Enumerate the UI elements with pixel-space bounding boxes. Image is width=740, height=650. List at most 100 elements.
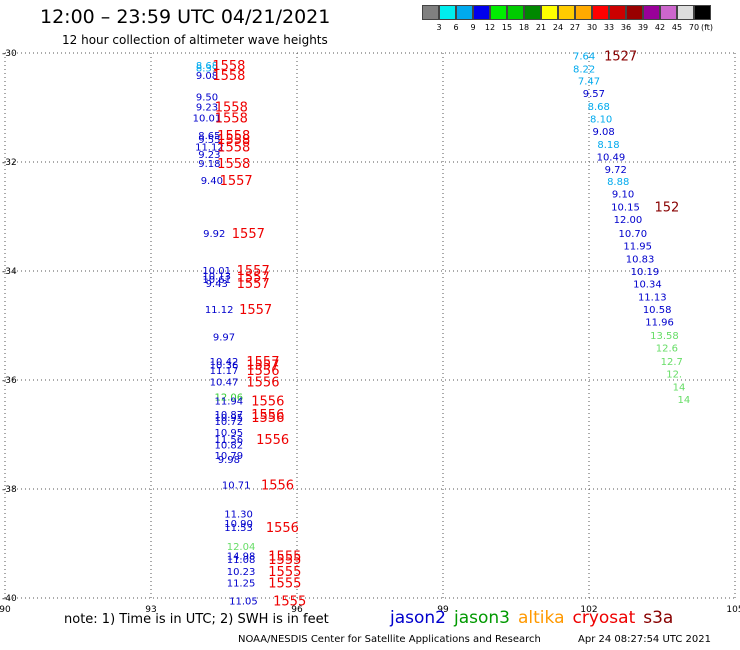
wave-height-value: 9.40 — [201, 176, 223, 187]
wave-height-value: 11.12 — [195, 143, 224, 154]
wave-height-value: 9.57 — [583, 89, 605, 100]
wave-height-value: 10.82 — [215, 440, 244, 451]
satellite-legend: jason2 jason3 altika cryosat s3a — [390, 608, 681, 628]
legend-swatch — [592, 5, 609, 20]
wave-height-value: 9.08 — [196, 71, 218, 82]
wave-height-value: 12.00 — [614, 215, 643, 226]
pass-time-label: 1557 — [246, 359, 279, 374]
satellite-label: jason3 — [454, 608, 510, 628]
map-title: 12:00 – 23:59 UTC 04/21/2021 — [40, 6, 331, 28]
legend-swatch — [541, 5, 558, 20]
legend-label: 9 — [470, 23, 476, 32]
pass-time-label: 1558 — [217, 141, 250, 156]
wave-height-value: 8.88 — [607, 177, 629, 188]
wave-height-value: 14 — [673, 383, 686, 394]
legend-label: 21 — [535, 23, 547, 32]
longitude-tick-label: 102 — [580, 605, 597, 615]
wave-height-value: 13.58 — [650, 331, 679, 342]
pass-time-label: 1557 — [246, 355, 279, 370]
pass-time-label: 1556 — [251, 395, 284, 410]
wave-height-value: 10.15 — [611, 203, 640, 214]
pass-time-label: 1558 — [215, 100, 248, 115]
wave-height-value: 10.13 — [202, 271, 231, 282]
wave-height-value: 10.42 — [210, 357, 239, 368]
wave-height-value: 10.90 — [224, 519, 253, 530]
wave-height-value: 10.83 — [626, 254, 655, 265]
pass-time-label: 152 — [654, 201, 679, 216]
wave-height-value: 11.56 — [215, 435, 244, 446]
wave-height-value: 10.61 — [202, 275, 231, 286]
longitude-tick-label: 99 — [437, 605, 449, 615]
wave-height-value: 12.06 — [215, 392, 244, 403]
wave-height-value: 10.47 — [210, 378, 239, 389]
wave-height-value: 10.19 — [631, 267, 660, 278]
pass-time-label: 1556 — [251, 408, 284, 423]
pass-time-label: 1556 — [266, 521, 299, 536]
pass-time-label: 1555 — [268, 577, 301, 592]
pass-time-label: 1556 — [251, 411, 284, 426]
pass-time-label: 1557 — [237, 277, 270, 292]
wave-height-value: 12.7 — [661, 357, 683, 368]
pass-time-label: 1558 — [217, 129, 250, 144]
satellite-label: altika — [518, 608, 565, 628]
legend-swatch — [422, 5, 439, 20]
wave-height-value: 11.25 — [227, 579, 256, 590]
legend-label: 15 — [501, 23, 513, 32]
longitude-tick-label: 90 — [0, 605, 11, 615]
legend-swatch — [609, 5, 626, 20]
wave-height-value: 8.22 — [573, 64, 595, 75]
legend-label: 3 — [436, 23, 442, 32]
wave-height-value: 11.17 — [210, 366, 239, 377]
wave-height-value: 7.64 — [573, 52, 595, 63]
latitude-tick-label: -36 — [2, 376, 17, 386]
wave-height-value: 11.96 — [645, 318, 674, 329]
wave-height-value: 12.6 — [656, 343, 678, 354]
wave-height-value: 8.68 — [588, 102, 610, 113]
wave-height-value: 11.53 — [224, 523, 253, 534]
pass-time-label: 1556 — [261, 479, 294, 494]
pass-time-label: 1555 — [273, 595, 306, 610]
wave-height-value: 10.49 — [597, 153, 626, 164]
satellite-label: cryosat — [572, 608, 636, 628]
pass-time-label: 1558 — [212, 69, 245, 84]
satellite-label: s3a — [643, 608, 674, 628]
credit-line: NOAA/NESDIS Center for Satellite Applica… — [238, 634, 541, 645]
wave-height-value: 9.55 — [198, 135, 220, 146]
pass-time-label: 1557 — [220, 174, 253, 189]
legend-label: 12 — [484, 23, 496, 32]
map-subtitle: 12 hour collection of altimeter wave hei… — [62, 33, 328, 47]
pass-time-label: 1555 — [268, 553, 301, 568]
wave-height-value: 9.10 — [612, 190, 634, 201]
legend-swatch — [524, 5, 541, 20]
legend-swatch — [694, 5, 711, 20]
legend-swatch — [490, 5, 507, 20]
wave-height-value: 10.34 — [633, 280, 662, 291]
pass-time-label: 1555 — [268, 565, 301, 580]
generated-timestamp: Apr 24 08:27:54 UTC 2021 — [578, 634, 711, 645]
wave-height-value: 10.01 — [202, 266, 231, 277]
longitude-tick-label: 105 — [726, 605, 740, 615]
wave-height-value: 9.23 — [196, 102, 218, 113]
legend-label: 42 — [654, 23, 666, 32]
wave-height-value: 9.72 — [605, 165, 627, 176]
legend-swatch — [456, 5, 473, 20]
pass-time-label: 1555 — [268, 549, 301, 564]
wave-height-value: 11.94 — [215, 397, 244, 408]
wave-height-value: 12.04 — [227, 542, 256, 553]
wave-height-value: 9.23 — [198, 150, 220, 161]
wave-height-value: 9.18 — [198, 159, 220, 170]
legend-label: 18 — [518, 23, 530, 32]
legend-swatch — [439, 5, 456, 20]
pass-time-label: 1557 — [232, 227, 265, 242]
pass-time-label: 1558 — [215, 111, 248, 126]
wave-height-value: 10.87 — [215, 410, 244, 421]
pass-time-label: 1556 — [256, 433, 289, 448]
legend-swatch — [575, 5, 592, 20]
legend-swatch — [677, 5, 694, 20]
pass-time-label: 1557 — [237, 270, 270, 285]
legend-label: 36 — [620, 23, 632, 32]
wave-height-value: 14.98 — [227, 551, 256, 562]
pass-time-label: 1558 — [212, 59, 245, 74]
wave-height-value: 10.01 — [193, 113, 222, 124]
